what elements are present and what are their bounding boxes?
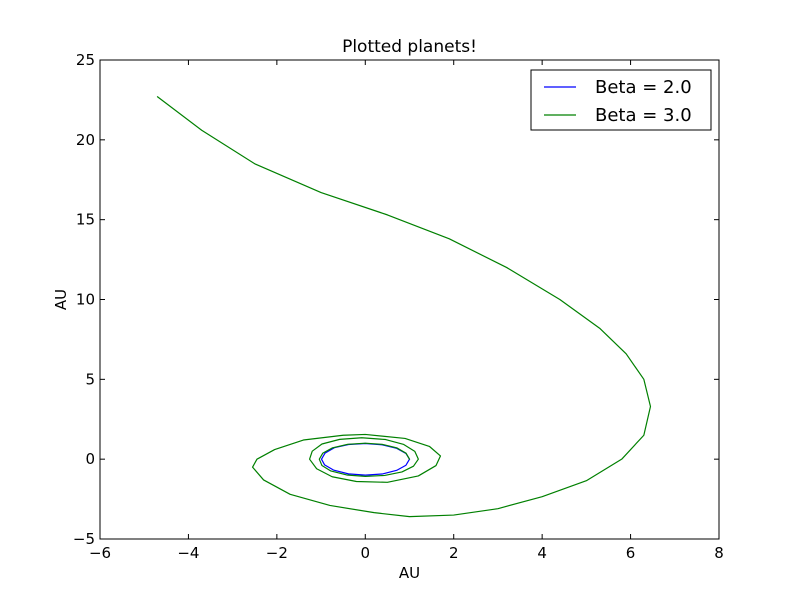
- x-tick-label: −6: [89, 544, 111, 562]
- x-tick-label: 6: [626, 544, 636, 562]
- chart-title: Plotted planets!: [342, 37, 477, 57]
- legend: Beta = 2.0 Beta = 3.0: [530, 69, 712, 131]
- x-tick-label: 4: [537, 544, 547, 562]
- x-tick-label: 0: [361, 544, 371, 562]
- legend-label-2: Beta = 3.0: [595, 105, 692, 126]
- y-tick-label: 20: [76, 131, 95, 149]
- ticks-layer: −6 −4 −2 0 2 4 6 8 −5 0 5 10 15 20 25: [73, 51, 724, 562]
- y-tick-label: 15: [76, 211, 95, 229]
- legend-box: [530, 69, 712, 131]
- y-tick-label: 25: [76, 51, 95, 69]
- x-tick-label: −4: [177, 544, 199, 562]
- y-tick-label: 10: [76, 291, 95, 309]
- x-tick-label: 2: [449, 544, 459, 562]
- series-layer: [156, 96, 652, 518]
- y-axis-label: AU: [52, 289, 70, 310]
- plot-area: [100, 60, 719, 539]
- series-line-2: [156, 96, 652, 518]
- x-tick-label: 8: [714, 544, 724, 562]
- x-tick-label: −2: [266, 544, 288, 562]
- legend-label-1: Beta = 2.0: [595, 77, 692, 98]
- y-tick-label: 5: [85, 370, 95, 388]
- y-tick-label: 0: [85, 450, 95, 468]
- y-tick-label: −5: [73, 530, 95, 548]
- x-axis-label: AU: [399, 564, 420, 582]
